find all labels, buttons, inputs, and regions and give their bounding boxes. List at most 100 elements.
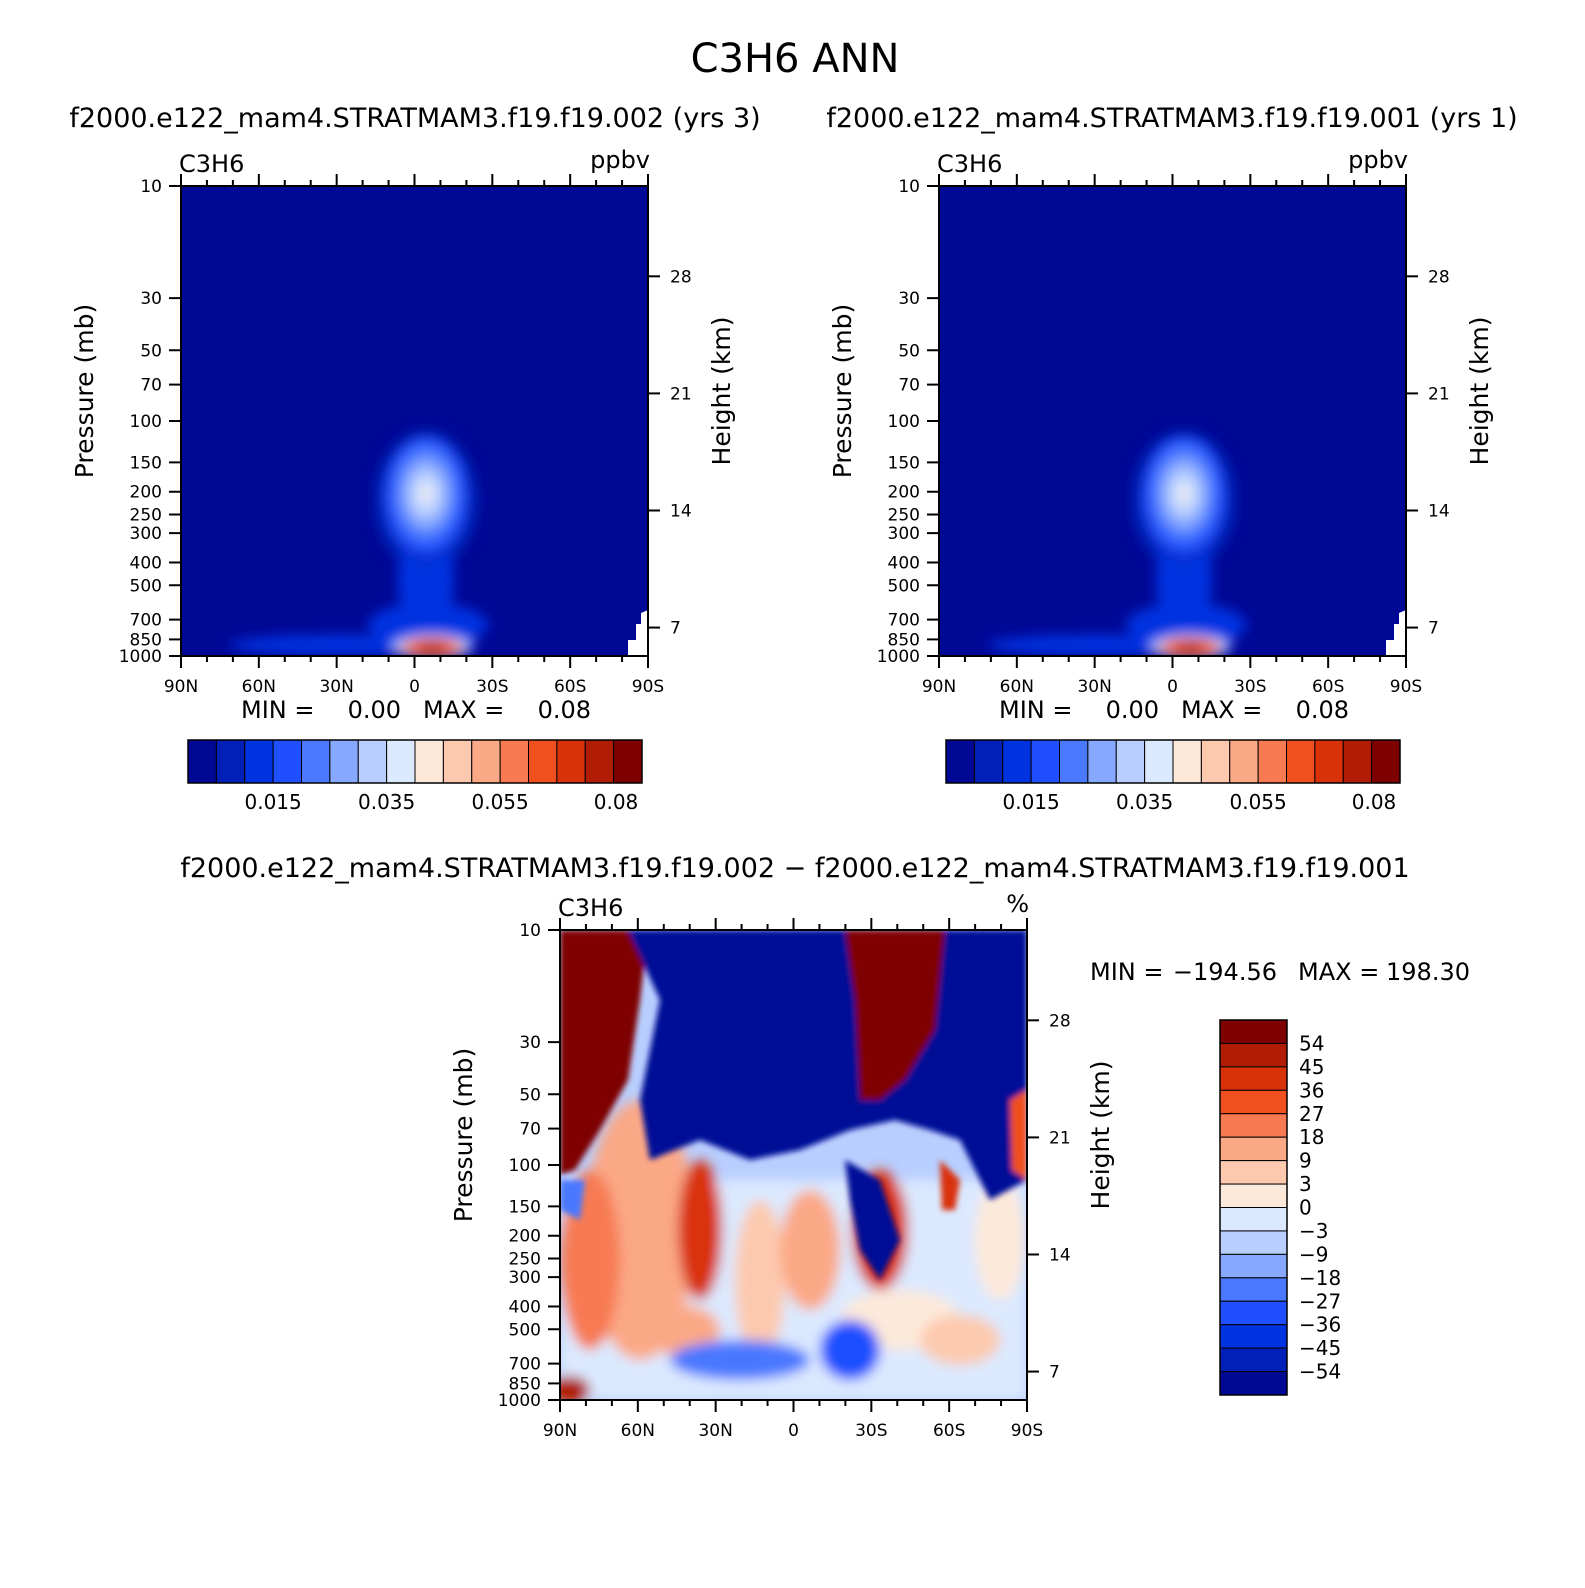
panel1-colorbar-label: 0.055 [471,790,528,814]
panel2-colorbar-label: 0.035 [1116,790,1173,814]
panel2-max-value: 0.08 [1296,696,1349,724]
panel1-max-label: MAX = [423,696,504,724]
panel2-y2-tick-label: 14 [1428,501,1450,521]
panel2-colorbar-swatch [1030,739,1060,784]
panel2-y-tick-label: 250 [888,506,920,526]
panel2-min-value: 0.00 [1106,696,1159,724]
panel3-y-tick-label: 850 [509,1374,541,1394]
panel1-colorbar-swatch [471,739,501,784]
panel2-max-label: MAX = [1181,696,1262,724]
panel3-y2-tick-label: 7 [1049,1363,1060,1383]
panel3-colorbar-label: −3 [1299,1219,1328,1243]
panel3-colorbar-swatch [1219,1183,1288,1208]
panel1-colorbar-label: 0.08 [594,790,639,814]
panel3-y-tick-label: 100 [509,1156,541,1176]
panel3-colorbar-label: −9 [1299,1242,1328,1266]
panel3-colorbar-label: 54 [1299,1031,1324,1055]
panel3-y2label: Height (km) [1086,1061,1115,1210]
panel1-y-tick-label: 400 [130,553,162,573]
panel3-colorbar-label: −36 [1299,1313,1341,1337]
panel1-contour-field [181,186,648,656]
panel3-colorbar-swatch [1219,1230,1288,1255]
panel1-colorbar-swatch [244,739,274,784]
panel3-colorbar-swatch [1219,1019,1288,1044]
panel2-y2label: Height (km) [1465,317,1494,466]
panel2-colorbar-frame [945,739,1401,784]
panel3-colorbar-label: 3 [1299,1172,1312,1196]
panel2-x-tick-label: 30N [1077,677,1111,697]
panel1-units-label: ppbv [590,146,650,174]
panel2-ylabel: Pressure (mb) [828,304,857,478]
panel2-x-tick-label: 60S [1312,677,1344,697]
panel1-colorbar-swatch [584,739,615,784]
panel2-colorbar-swatch [1115,739,1146,784]
panel2-y2-tick-label: 28 [1428,267,1450,287]
panel3-colorbar-swatch [1219,1136,1288,1162]
panel1-colorbar-label: 0.015 [244,790,301,814]
panel2-y-tick-label: 400 [888,553,920,573]
panel3-y2-tick-label: 14 [1049,1245,1071,1265]
panel3-colorbar-swatch [1219,1042,1288,1068]
panel3-y-tick-label: 700 [509,1355,541,1375]
panel1-y-tick-label: 50 [140,341,162,361]
panel1-colorbar-swatch [613,739,643,784]
panel3-colorbar-label: −18 [1299,1266,1341,1290]
panel1-y2-tick-label: 28 [670,267,692,287]
panel1-y-tick-label: 200 [130,483,162,503]
panel1-colorbar-swatch [215,739,246,784]
panel2-colorbar-swatch [1286,739,1316,784]
panel3-x-tick-label: 90N [543,1421,577,1441]
panel1-colorbar-swatch [499,739,529,784]
panel1-y-tick-label: 700 [130,611,162,631]
panel1-x-tick-label: 30S [476,677,508,697]
panel2-y-tick-label: 50 [898,341,920,361]
panel2-y-tick-label: 200 [888,483,920,503]
panel2-colorbar-swatch [1002,739,1032,784]
panel2-x-tick-label: 90N [922,677,956,697]
panel2-colorbar-swatch [1087,739,1117,784]
panel3-colorbar-label: −27 [1299,1289,1341,1313]
panel2-y-tick-label: 30 [898,289,920,309]
panel3-colorbar-label: 0 [1299,1196,1312,1220]
panel2-colorbar-label: 0.015 [1002,790,1059,814]
panel2-variable-label: C3H6 [937,150,1002,178]
panel1-x-tick-label: 0 [409,677,420,697]
panel1-x-tick-label: 90N [164,677,198,697]
panel1-y-tick-label: 500 [130,576,162,596]
panel3-colorbar-swatch [1219,1253,1288,1279]
panel3-x-tick-label: 60S [933,1421,965,1441]
panel1-colorbar-swatch [357,739,388,784]
panel1-min-value: 0.00 [348,696,401,724]
panel3-min-value: −194.56 [1173,958,1277,986]
panel3-y-tick-label: 150 [509,1197,541,1217]
panel2-x-tick-label: 60N [1000,677,1034,697]
panel1-x-tick-label: 60N [242,677,276,697]
panel3-colorbar-swatch [1219,1371,1288,1396]
panel2-x-tick-label: 30S [1234,677,1266,697]
panel3-x-tick-label: 30S [855,1421,887,1441]
panel1-colorbar-label: 0.035 [358,790,415,814]
panel1-y-tick-label: 10 [140,177,162,197]
panel2-y2-tick-label: 7 [1428,619,1439,639]
panel1-colorbar-swatch [528,739,558,784]
panel3-subtitle: f2000.e122_mam4.STRATMAM3.f19.f19.002 − … [180,853,1409,884]
figure-title: C3H6 ANN [691,36,900,82]
panel1-y-tick-label: 250 [130,506,162,526]
panel2-colorbar-swatch [1229,739,1259,784]
panel2-y-tick-label: 500 [888,576,920,596]
panel3-colorbar-swatch [1219,1300,1288,1326]
panel1-colorbar-swatch [414,739,444,784]
panel3-colorbar-label: 9 [1299,1149,1312,1173]
panel3-x-tick-label: 90S [1011,1421,1043,1441]
panel1-subtitle: f2000.e122_mam4.STRATMAM3.f19.f19.002 (y… [69,103,760,134]
panel1-y-tick-label: 300 [130,524,162,544]
panel1-y2label: Height (km) [707,317,736,466]
panel1-x-tick-label: 30N [319,677,353,697]
panel2-colorbar-swatch [1059,739,1089,784]
panel3-y-tick-label: 70 [519,1120,541,1140]
panel2-y-tick-label: 70 [898,376,920,396]
panel3-colorbar-frame [1219,1019,1288,1396]
panel1-y-tick-label: 1000 [119,647,162,667]
panel3-y2-tick-label: 28 [1049,1011,1071,1031]
panel3-y-tick-label: 250 [509,1250,541,1270]
